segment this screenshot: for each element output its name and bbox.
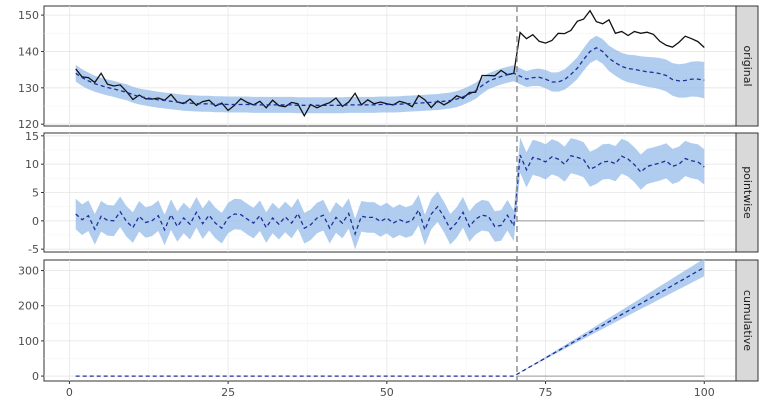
strip-label: original [741,45,754,86]
strip-pointwise [735,132,759,253]
y-tick-label: 10 [25,158,39,171]
strip-original [735,5,759,127]
y-tick-label: 130 [18,82,39,95]
y-tick-label: -5 [28,243,39,256]
interval-band [75,137,705,250]
x-tick-label: 50 [380,386,394,399]
y-tick-label: 140 [18,45,39,58]
panel-original: 120 130 140 150 original [18,5,759,131]
panel-pointwise: -5 0 5 10 15 pointwise [25,130,759,256]
y-tick-label: 0 [32,215,39,228]
x-tick-label: 25 [221,386,235,399]
y-tick-label: 100 [18,335,39,348]
strip-cumulative [735,259,759,382]
y-tick-label: 300 [18,265,39,278]
strip-label: cumulative [741,290,754,351]
interval-band [75,35,705,114]
panel-cumulative: 0 100 200 300 cumulative [18,258,759,383]
x-tick-label: 100 [694,386,715,399]
x-tick-label: 75 [539,386,553,399]
observed-line [75,9,705,118]
y-tick-label: 15 [25,130,39,143]
panel-background [43,259,737,382]
y-tick-label: 5 [32,187,39,200]
y-tick-label: 120 [18,118,39,131]
strip-label: pointwise [741,166,754,219]
y-tick-label: 150 [18,9,39,22]
predicted-line [75,154,705,236]
y-tick-label: 0 [32,370,39,383]
y-tick-label: 200 [18,300,39,313]
x-tick-label: 0 [66,386,73,399]
